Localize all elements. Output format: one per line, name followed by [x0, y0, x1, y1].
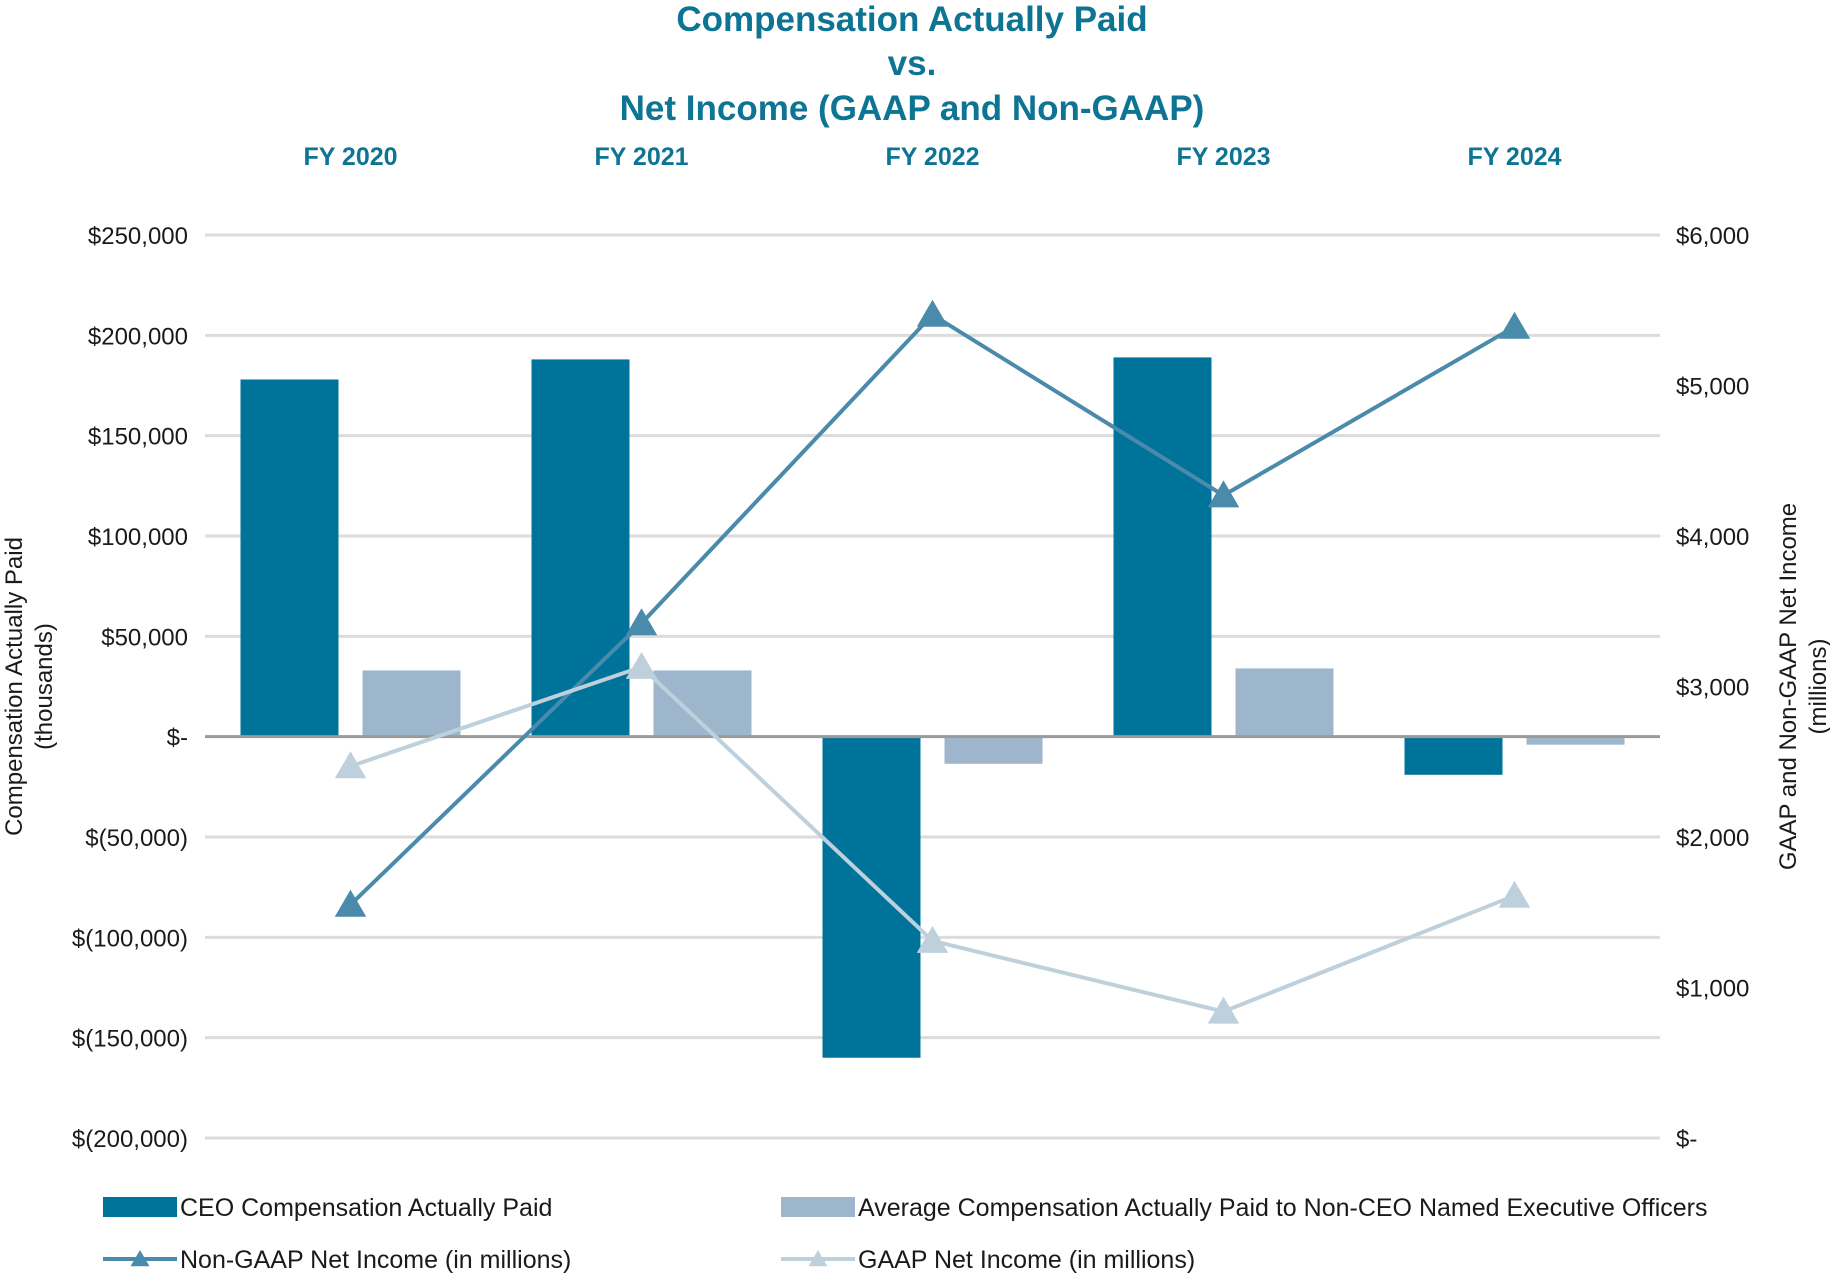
left-tick-label: $(200,000): [72, 1126, 188, 1153]
right-axis-title-line: (millions): [1805, 639, 1830, 735]
gridlines: [205, 233, 1660, 1140]
bar-ceo-cap: [822, 736, 921, 1058]
left-axis-title: Compensation Actually Paid (thousands): [1, 537, 58, 836]
chart-title-line: Net Income (GAAP and Non-GAAP): [620, 89, 1205, 128]
left-tick-label: $100,000: [88, 524, 188, 551]
gaap-point: [916, 925, 949, 953]
category-label: FY 2024: [1467, 143, 1561, 171]
bar-neo-avg-cap: [944, 736, 1043, 764]
legend-item: Non-GAAP Net Income (in millions): [103, 1246, 571, 1274]
gaap-point: [625, 651, 658, 679]
gaap-point: [334, 751, 367, 779]
bar-ceo-cap: [1113, 357, 1212, 737]
right-tick-label: $3,000: [1676, 675, 1749, 702]
legend-item: CEO Compensation Actually Paid: [103, 1194, 552, 1222]
left-tick-label: $-: [167, 725, 188, 752]
legend-label: Non-GAAP Net Income (in millions): [180, 1246, 571, 1274]
right-axis-ticks: $6,000 $5,000 $4,000 $3,000 $2,000 $1,000 $-: [1676, 223, 1749, 1153]
gaap-line: [349, 664, 1516, 1014]
non-gaap-line: [349, 312, 1516, 907]
non-gaap-point: [916, 299, 949, 327]
right-axis-title-line: GAAP and Non-GAAP Net Income: [1775, 503, 1802, 870]
right-tick-label: $1,000: [1676, 976, 1749, 1003]
left-tick-label: $(50,000): [85, 825, 188, 852]
bar-ceo-cap: [240, 379, 339, 737]
left-tick-label: $(150,000): [72, 1026, 188, 1053]
right-tick-label: $-: [1676, 1126, 1697, 1153]
category-label: FY 2020: [303, 143, 397, 171]
bar-neo-avg-cap: [362, 670, 461, 737]
left-tick-label: $150,000: [88, 424, 188, 451]
legend-marker: [808, 1250, 828, 1267]
bar-neo-avg-cap: [1235, 668, 1334, 737]
left-tick-label: $50,000: [101, 624, 188, 651]
line-series: [334, 299, 1531, 1024]
legend-label: CEO Compensation Actually Paid: [180, 1194, 552, 1222]
right-tick-label: $5,000: [1676, 374, 1749, 401]
axis-titles: Compensation Actually Paid (thousands) GAA…: [1, 503, 1830, 870]
legend-item: GAAP Net Income (in millions): [781, 1246, 1195, 1274]
right-tick-label: $2,000: [1676, 825, 1749, 852]
legend-item: Average Compensation Actually Paid to No…: [781, 1194, 1708, 1222]
bar-ceo-cap: [1404, 736, 1503, 775]
bars: [240, 357, 1625, 1058]
non-gaap-point: [1207, 480, 1240, 508]
category-label: FY 2023: [1176, 143, 1270, 171]
fy-category-labels: FY 2020 FY 2021 FY 2022 FY 2023 FY 2024: [303, 143, 1561, 171]
left-tick-label: $200,000: [88, 323, 188, 350]
left-axis-title-line: Compensation Actually Paid: [1, 537, 28, 836]
left-axis-ticks: $250,000 $200,000 $150,000 $100,000 $50,000 $…: [72, 223, 188, 1153]
gaap-point: [1498, 880, 1531, 908]
legend-swatch: [103, 1197, 177, 1217]
gaap-point: [1207, 996, 1240, 1024]
right-axis-title: GAAP and Non-GAAP Net Income (millions): [1775, 503, 1830, 870]
legend-label: Average Compensation Actually Paid to No…: [858, 1194, 1708, 1222]
legend: CEO Compensation Actually Paid Average Co…: [103, 1194, 1708, 1274]
category-label: FY 2022: [885, 143, 979, 171]
left-tick-label: $(100,000): [72, 925, 188, 952]
left-tick-label: $250,000: [88, 223, 188, 250]
legend-marker: [130, 1250, 150, 1267]
left-axis-title-line: (thousands): [31, 623, 58, 750]
legend-label: GAAP Net Income (in millions): [858, 1246, 1195, 1274]
category-label: FY 2021: [594, 143, 688, 171]
bar-neo-avg-cap: [1526, 736, 1625, 745]
non-gaap-point: [1498, 311, 1531, 339]
right-tick-label: $6,000: [1676, 223, 1749, 250]
chart-title-line: Compensation Actually Paid: [676, 0, 1147, 39]
non-gaap-point: [334, 889, 367, 917]
right-tick-label: $4,000: [1676, 524, 1749, 551]
chart-title-line: vs.: [888, 44, 937, 83]
chart-title: Compensation Actually Paid vs. Net Income …: [620, 0, 1205, 128]
legend-swatch: [781, 1197, 855, 1217]
bar-ceo-cap: [531, 359, 630, 737]
non-gaap-point: [625, 608, 658, 636]
